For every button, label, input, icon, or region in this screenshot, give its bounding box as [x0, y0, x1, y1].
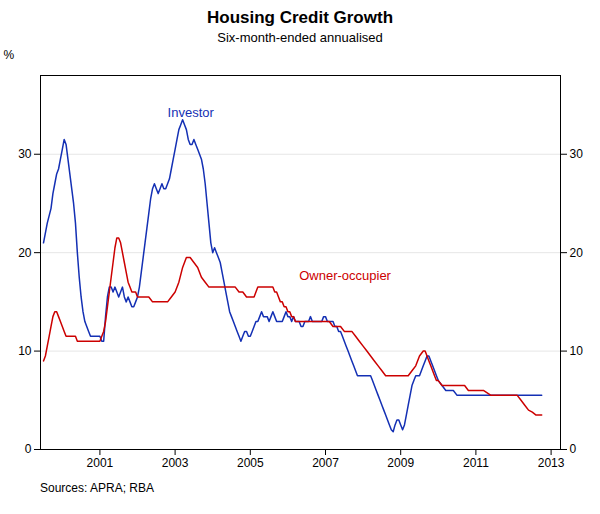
svg-text:Investor: Investor — [168, 105, 215, 120]
svg-text:20: 20 — [18, 245, 32, 259]
svg-text:0: 0 — [25, 442, 32, 456]
svg-text:2009: 2009 — [387, 456, 414, 470]
html-text:Six-month-ended annualised: Six-month-ended annualised — [217, 30, 383, 45]
svg-text:2007: 2007 — [312, 456, 339, 470]
svg-text:2011: 2011 — [463, 456, 489, 470]
svg-text:2013: 2013 — [538, 456, 565, 470]
svg-text:30: 30 — [18, 147, 32, 161]
svg-text:Owner-occupier: Owner-occupier — [299, 268, 391, 283]
svg-text:2005: 2005 — [237, 456, 264, 470]
html-text:Housing Credit Growth: Housing Credit Growth — [207, 8, 393, 27]
svg-text:0: 0 — [570, 442, 577, 456]
html-text:Sources: APRA; RBA: Sources: APRA; RBA — [40, 481, 154, 495]
svg-text:30: 30 — [570, 147, 584, 161]
svg-text:20: 20 — [570, 245, 584, 259]
svg-text:%: % — [4, 48, 15, 62]
svg-text:2003: 2003 — [162, 456, 189, 470]
svg-text:10: 10 — [18, 344, 32, 358]
svg-text:2001: 2001 — [87, 456, 114, 470]
svg-text:10: 10 — [570, 344, 584, 358]
